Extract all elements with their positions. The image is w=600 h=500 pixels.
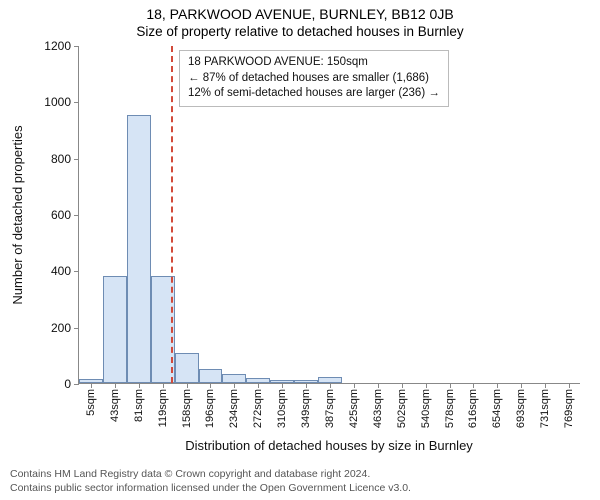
xtick-label: 81sqm <box>133 389 145 422</box>
xtick-mark <box>91 383 92 388</box>
xtick-mark <box>258 383 259 388</box>
xtick-mark <box>306 383 307 388</box>
ytick-mark <box>74 159 79 160</box>
xtick-label: 310sqm <box>276 389 288 428</box>
ytick-mark <box>74 328 79 329</box>
xtick-label: 272sqm <box>252 389 264 428</box>
xtick-label: 43sqm <box>109 389 121 422</box>
xtick-mark <box>354 383 355 388</box>
ytick-label: 200 <box>51 321 71 335</box>
xtick-label: 578sqm <box>444 389 456 428</box>
bar <box>199 369 223 383</box>
xtick-label: 769sqm <box>563 389 575 428</box>
xtick-label: 5sqm <box>85 389 97 416</box>
bar <box>103 276 127 383</box>
chart-title-address: 18, PARKWOOD AVENUE, BURNLEY, BB12 0JB <box>0 6 600 22</box>
xtick-label: 731sqm <box>539 389 551 428</box>
chart-subtitle: Size of property relative to detached ho… <box>0 24 600 39</box>
xtick-mark <box>521 383 522 388</box>
xtick-mark <box>234 383 235 388</box>
bar <box>127 115 151 383</box>
xtick-mark <box>402 383 403 388</box>
xtick-mark <box>497 383 498 388</box>
ytick-label: 400 <box>51 264 71 278</box>
xtick-label: 158sqm <box>181 389 193 428</box>
xtick-label: 349sqm <box>300 389 312 428</box>
xtick-mark <box>282 383 283 388</box>
xtick-label: 425sqm <box>348 389 360 428</box>
ytick-mark <box>74 384 79 385</box>
reference-line <box>171 46 173 383</box>
ytick-label: 1200 <box>44 39 71 53</box>
y-axis-label: Number of detached properties <box>10 125 25 304</box>
x-axis-label: Distribution of detached houses by size … <box>78 438 580 453</box>
ytick-label: 800 <box>51 152 71 166</box>
annotation-line-3: 12% of semi-detached houses are larger (… <box>188 86 440 102</box>
xtick-label: 463sqm <box>372 389 384 428</box>
ytick-label: 0 <box>64 377 71 391</box>
chart-wrapper: 18, PARKWOOD AVENUE, BURNLEY, BB12 0JB S… <box>0 0 600 500</box>
ytick-mark <box>74 102 79 103</box>
footer-line-1: Contains HM Land Registry data © Crown c… <box>10 468 370 482</box>
xtick-label: 387sqm <box>324 389 336 428</box>
bar <box>222 374 246 383</box>
ytick-label: 1000 <box>44 95 71 109</box>
xtick-mark <box>450 383 451 388</box>
xtick-label: 654sqm <box>491 389 503 428</box>
xtick-label: 693sqm <box>515 389 527 428</box>
footer-line-2: Contains public sector information licen… <box>10 482 411 496</box>
xtick-mark <box>139 383 140 388</box>
xtick-label: 234sqm <box>228 389 240 428</box>
xtick-mark <box>473 383 474 388</box>
annotation-line-1: 18 PARKWOOD AVENUE: 150sqm <box>188 55 440 71</box>
xtick-label: 540sqm <box>420 389 432 428</box>
ytick-mark <box>74 271 79 272</box>
annotation-box: 18 PARKWOOD AVENUE: 150sqm ← 87% of deta… <box>179 50 449 107</box>
xtick-mark <box>569 383 570 388</box>
xtick-label: 616sqm <box>467 389 479 428</box>
xtick-mark <box>378 383 379 388</box>
xtick-mark <box>163 383 164 388</box>
xtick-mark <box>545 383 546 388</box>
xtick-mark <box>330 383 331 388</box>
ytick-label: 600 <box>51 208 71 222</box>
ytick-mark <box>74 46 79 47</box>
bar <box>175 353 199 383</box>
xtick-label: 119sqm <box>157 389 169 427</box>
plot-area: 18 PARKWOOD AVENUE: 150sqm ← 87% of deta… <box>78 46 580 384</box>
xtick-mark <box>115 383 116 388</box>
xtick-label: 502sqm <box>396 389 408 428</box>
xtick-mark <box>210 383 211 388</box>
xtick-label: 196sqm <box>204 389 216 428</box>
xtick-mark <box>187 383 188 388</box>
annotation-line-2: ← 87% of detached houses are smaller (1,… <box>188 71 440 87</box>
xtick-mark <box>426 383 427 388</box>
ytick-mark <box>74 215 79 216</box>
